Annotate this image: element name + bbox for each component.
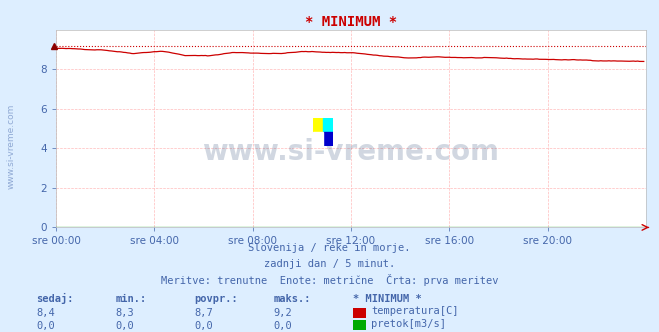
Text: 0,0: 0,0 xyxy=(115,321,134,331)
Text: Slovenija / reke in morje.: Slovenija / reke in morje. xyxy=(248,243,411,253)
Text: 9,2: 9,2 xyxy=(273,308,292,318)
Text: 0,0: 0,0 xyxy=(273,321,292,331)
Text: 8,7: 8,7 xyxy=(194,308,213,318)
Text: min.:: min.: xyxy=(115,294,146,304)
Text: zadnji dan / 5 minut.: zadnji dan / 5 minut. xyxy=(264,259,395,269)
Text: 0,0: 0,0 xyxy=(194,321,213,331)
Text: maks.:: maks.: xyxy=(273,294,311,304)
Text: www.si-vreme.com: www.si-vreme.com xyxy=(7,103,16,189)
Bar xyxy=(313,118,323,132)
Text: 8,4: 8,4 xyxy=(36,308,55,318)
Bar xyxy=(323,132,333,146)
Text: sedaj:: sedaj: xyxy=(36,293,74,304)
Text: Meritve: trenutne  Enote: metrične  Črta: prva meritev: Meritve: trenutne Enote: metrične Črta: … xyxy=(161,274,498,286)
Bar xyxy=(323,118,333,132)
Text: pretok[m3/s]: pretok[m3/s] xyxy=(371,319,446,329)
Bar xyxy=(313,132,323,146)
Text: povpr.:: povpr.: xyxy=(194,294,238,304)
Text: 8,3: 8,3 xyxy=(115,308,134,318)
Text: www.si-vreme.com: www.si-vreme.com xyxy=(202,138,500,166)
Text: temperatura[C]: temperatura[C] xyxy=(371,306,459,316)
Text: * MINIMUM *: * MINIMUM * xyxy=(353,294,421,304)
Title: * MINIMUM *: * MINIMUM * xyxy=(305,15,397,29)
Text: 0,0: 0,0 xyxy=(36,321,55,331)
